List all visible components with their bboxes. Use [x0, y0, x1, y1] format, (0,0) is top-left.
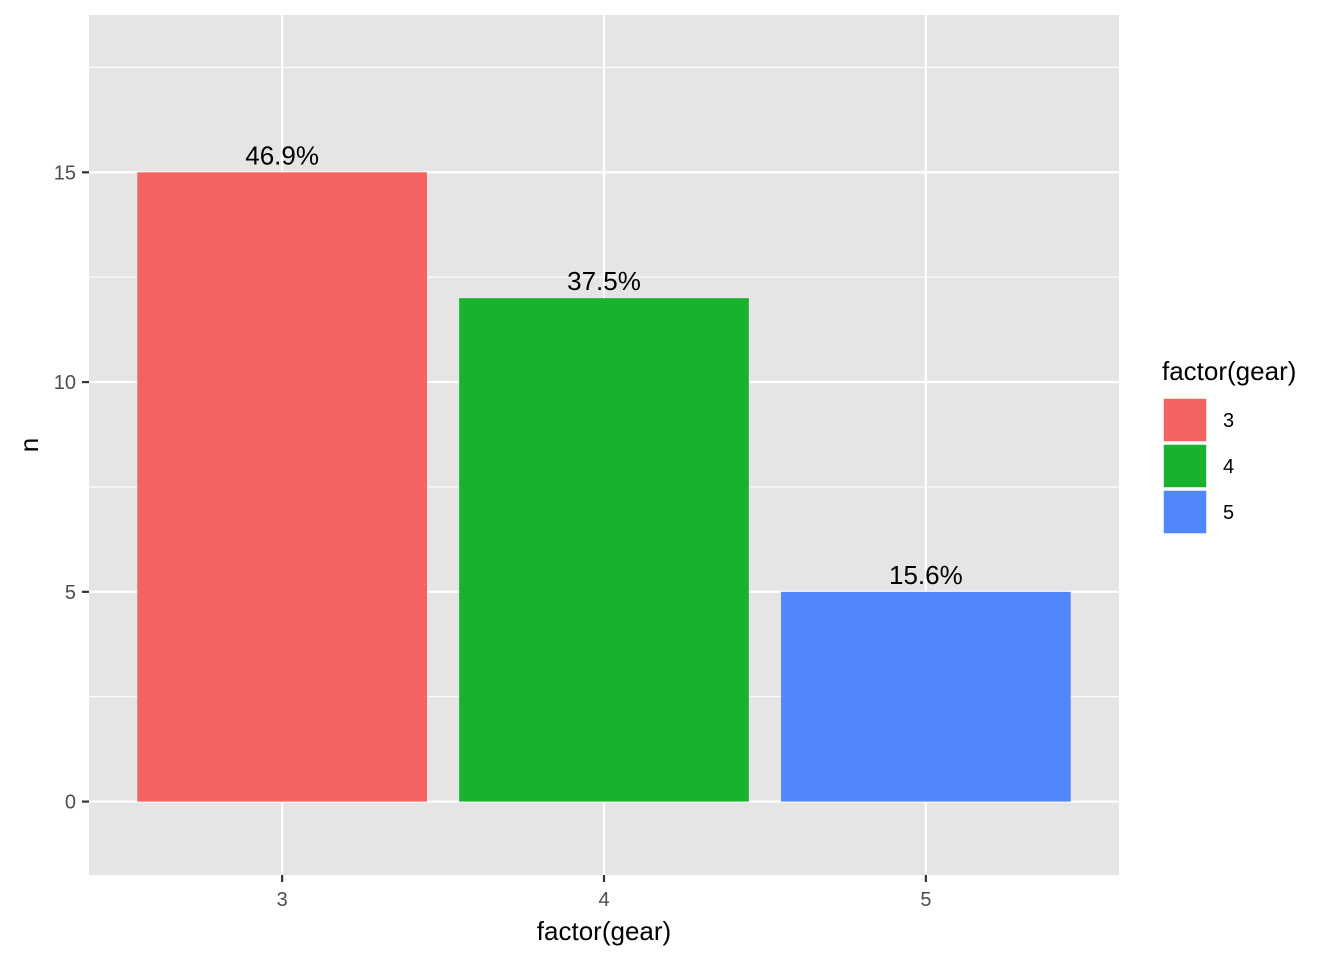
x-tick-label: 5: [920, 889, 931, 911]
data-label-gear-4: 37.5%: [567, 266, 641, 296]
legend: factor(gear) 3 4 5: [1162, 356, 1296, 535]
legend-label-3: 3: [1223, 410, 1234, 432]
data-label-gear-3: 46.9%: [245, 140, 319, 170]
y-tick-label: 15: [54, 162, 76, 184]
bar-gear-3: [137, 172, 427, 802]
x-tick-label: 3: [277, 889, 288, 911]
data-labels: 46.9% 37.5% 15.6%: [245, 140, 962, 590]
y-tick-label: 0: [65, 792, 76, 814]
x-tick-label: 4: [598, 889, 609, 911]
data-label-gear-5: 15.6%: [889, 560, 963, 590]
y-tick-label: 10: [54, 372, 76, 394]
y-axis-title: n: [14, 438, 44, 452]
bar-gear-4: [459, 298, 749, 802]
legend-key-4: [1162, 443, 1208, 489]
legend-key-3: [1162, 397, 1208, 443]
legend-label-4: 4: [1223, 456, 1234, 478]
x-axis-title: factor(gear): [537, 916, 671, 946]
y-tick-label: 5: [65, 582, 76, 604]
legend-label-5: 5: [1223, 502, 1234, 524]
bars: [137, 172, 1071, 802]
legend-key-5: [1162, 489, 1208, 535]
x-axis: 3 4 5: [277, 875, 931, 911]
bar-gear-5: [781, 591, 1071, 802]
y-axis: 0 5 10 15: [54, 162, 89, 814]
legend-title: factor(gear): [1162, 356, 1296, 386]
